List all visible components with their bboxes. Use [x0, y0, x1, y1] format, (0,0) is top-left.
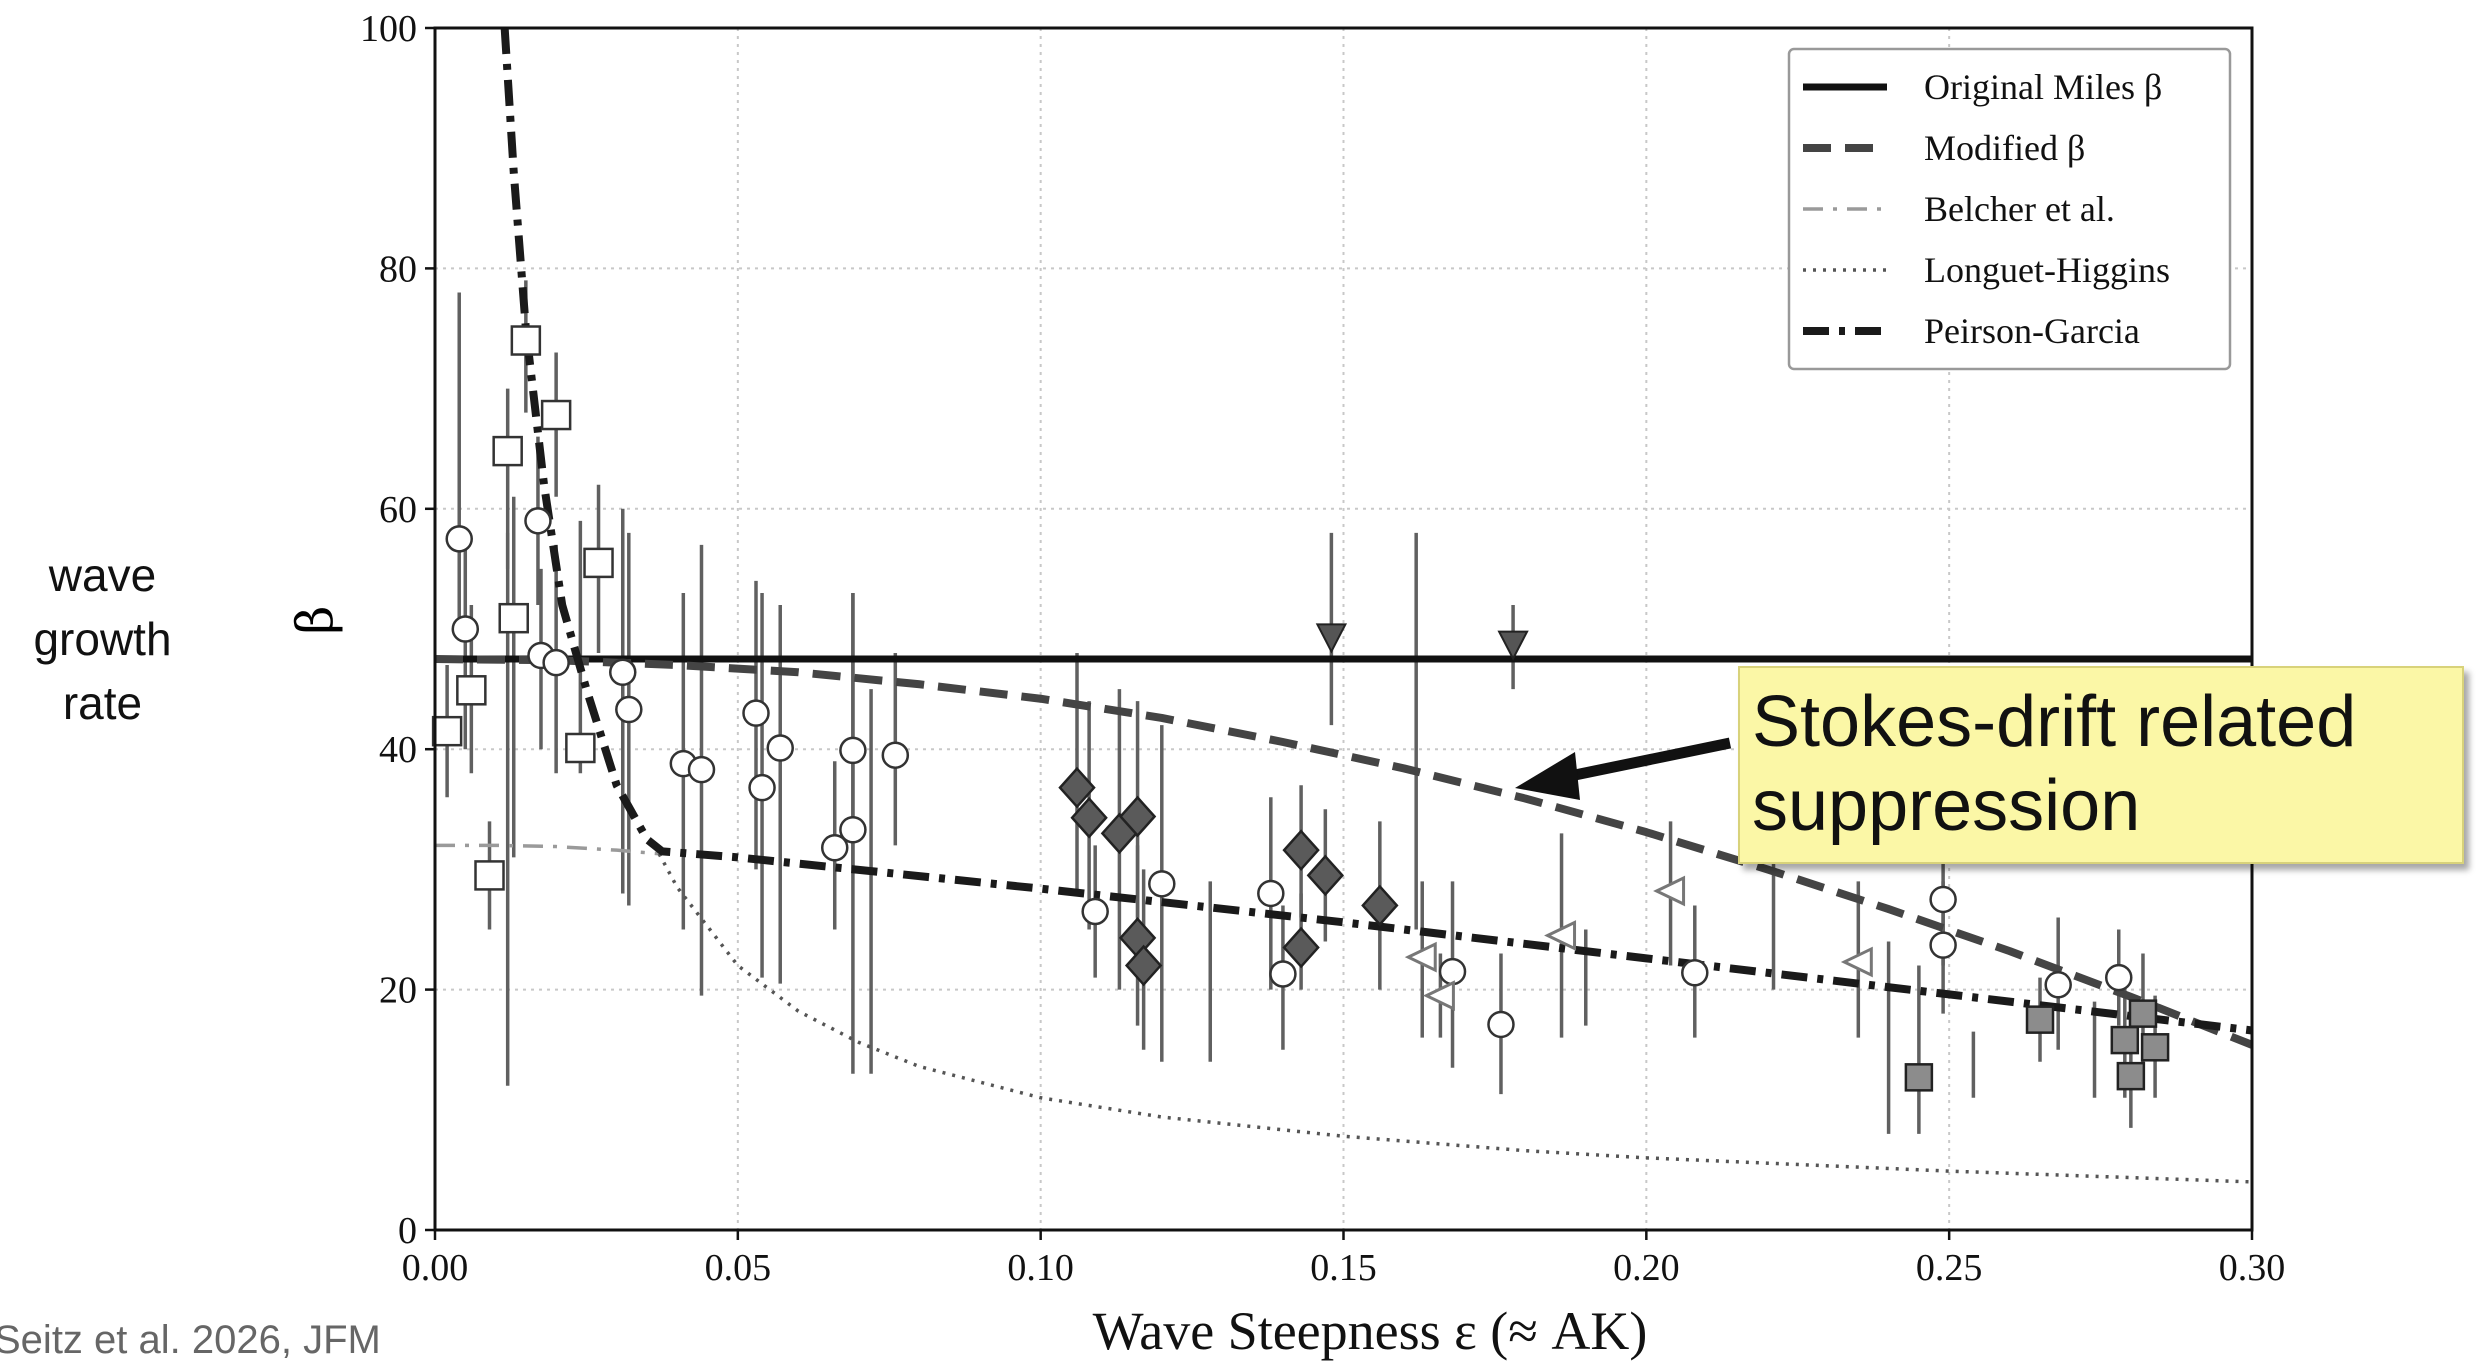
data-point-circle: [542, 648, 570, 677]
data-point-filled-square: [2128, 999, 2158, 1028]
data-point-circle: [445, 525, 473, 553]
data-point-circle: [451, 615, 480, 643]
callout-arrow: [1515, 737, 1732, 800]
x-axis-label: Wave Steepness ε (≈ AK): [1092, 1301, 1648, 1361]
x-tick-label: 0.15: [1310, 1247, 1377, 1289]
y-tick-label: 80: [379, 248, 417, 290]
data-point-square: [474, 860, 505, 891]
data-point-left-triangle: [1544, 920, 1577, 951]
data-point-circle: [1257, 879, 1285, 908]
data-point-circle: [2105, 963, 2133, 992]
data-point-circle: [881, 741, 910, 769]
data-point-circle: [748, 773, 776, 802]
data-point-square: [498, 602, 529, 634]
data-point-left-triangle: [1653, 875, 1686, 907]
legend-box: [1787, 47, 2232, 371]
data-point-circle: [687, 755, 716, 784]
x-tick-label: 0.30: [2219, 1247, 2286, 1289]
y-tick-label: 20: [379, 970, 417, 1012]
x-tick-label: 0.10: [1007, 1247, 1074, 1289]
data-point-diamond: [1361, 884, 1399, 927]
callout-box: Stokes-drift related suppression: [1738, 666, 2464, 864]
data-point-diamond: [1118, 917, 1157, 959]
data-point-circle: [609, 658, 637, 687]
data-point-diamond: [1118, 795, 1157, 838]
data-point-diamond: [1306, 854, 1345, 897]
data-point-circle: [1148, 870, 1176, 898]
data-point-circle: [1681, 959, 1709, 987]
legend-label: Modified β: [1924, 128, 2085, 168]
data-markers: [431, 325, 2170, 1092]
data-point-diamond: [1058, 766, 1096, 809]
x-tick-label: 0.05: [705, 1247, 772, 1289]
legend-label: Original Miles β: [1924, 67, 2162, 107]
curve-modified-: [434, 655, 2254, 1049]
data-point-filled-square: [2116, 1061, 2146, 1091]
data-point-square: [583, 547, 614, 579]
data-point-circle: [1081, 897, 1109, 926]
data-point-left-triangle: [1422, 980, 1455, 1011]
data-point-diamond: [1282, 829, 1320, 872]
data-point-circle: [1929, 931, 1957, 959]
data-point-square: [540, 399, 572, 431]
axis-ticks: 0.00 0.05 0.10 0.15 0.20 0.25 0.30 0 20 40 60 80 100: [360, 8, 2285, 1289]
data-point-filled-square: [2025, 1005, 2055, 1034]
legend-label: Belcher et al.: [1924, 189, 2115, 229]
x-tick-label: 0.00: [402, 1247, 469, 1289]
legend: Original Miles β Modified β Belcher et al.…: [1787, 47, 2232, 371]
data-point-filled-square: [1904, 1063, 1934, 1092]
data-point-left-triangle: [1840, 946, 1873, 978]
x-tick-label: 0.25: [1916, 1247, 1983, 1289]
data-point-circle: [1487, 1010, 1515, 1039]
citation: Seitz et al. 2026, JFM: [0, 1318, 381, 1362]
data-point-down-triangle: [1497, 630, 1529, 661]
x-tick-label: 0.20: [1613, 1247, 1680, 1289]
data-point-square: [565, 732, 596, 764]
data-point-left-triangle: [1404, 941, 1437, 973]
curve-longuet-higgins: [657, 852, 2253, 1184]
data-point-down-triangle: [1315, 623, 1348, 654]
data-point-square: [456, 675, 487, 706]
data-point-circle: [2044, 971, 2072, 999]
data-point-filled-square: [2140, 1033, 2170, 1062]
data-point-circle: [1438, 957, 1467, 986]
y-tick-label: 40: [379, 729, 417, 771]
data-point-circle: [524, 507, 552, 535]
y-tick-label: 100: [360, 8, 417, 50]
model-curves: [434, 27, 2254, 1184]
legend-label: Longuet-Higgins: [1924, 250, 2170, 290]
y-axis-description: wave growth rate: [33, 549, 172, 729]
data-point-circle: [742, 699, 770, 727]
curve-peirson-garcia: [500, 27, 2253, 1035]
data-point-circle: [839, 736, 867, 765]
data-point-circle: [1269, 960, 1297, 988]
legend-label: Peirson-Garcia: [1924, 311, 2140, 351]
curve-belcher-et-al-: [435, 843, 660, 856]
data-point-diamond: [1124, 944, 1163, 987]
data-point-square: [510, 325, 542, 356]
data-point-filled-square: [2110, 1025, 2140, 1055]
y-axis-label: β: [286, 605, 344, 635]
data-point-diamond: [1070, 796, 1108, 839]
data-point-circle: [839, 815, 867, 844]
y-tick-label: 60: [379, 489, 417, 531]
data-point-diamond: [1282, 926, 1320, 969]
data-point-circle: [766, 734, 794, 762]
y-tick-label: 0: [398, 1210, 417, 1252]
data-point-circle: [1929, 885, 1957, 914]
data-point-square: [431, 715, 463, 747]
data-point-circle: [820, 834, 849, 862]
data-point-circle: [615, 695, 643, 724]
data-point-square: [492, 435, 523, 467]
